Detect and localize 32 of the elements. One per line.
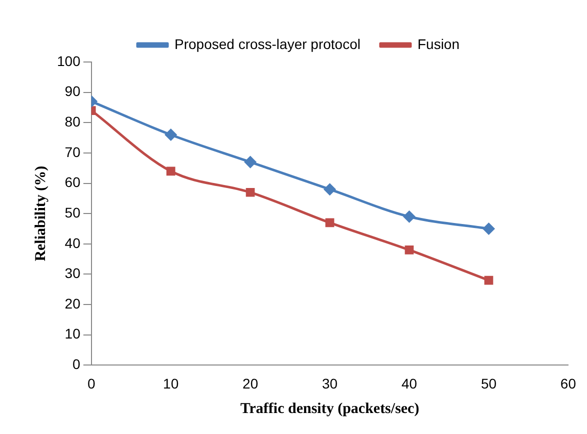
legend-label: Proposed cross-layer protocol [174,36,360,52]
point [325,218,334,228]
x-tick-label: 10 [163,375,179,392]
x-tick-label: 40 [401,375,418,392]
point [484,276,494,285]
y-axis-title: Reliability (%) [32,166,49,262]
x-tick-label: 50 [480,375,497,392]
point [165,129,177,141]
x-tick-label: 30 [322,375,338,392]
y-tick-label: 30 [64,265,81,282]
point [166,166,176,176]
y-tick-label: 50 [64,204,81,220]
point [482,223,494,235]
point [244,156,256,168]
point [404,210,416,222]
y-tick-label: 70 [64,144,81,160]
y-tick-label: 90 [64,83,81,100]
y-tick-label: 60 [64,174,81,190]
legend-label: Fusion [417,36,460,52]
y-tick-label: 80 [64,114,81,130]
point [246,188,255,197]
point [404,246,414,254]
x-tick-label: 20 [242,375,258,392]
x-axis-title: Traffic density (packets/sec) [240,400,420,417]
y-tick-label: 20 [64,295,81,312]
point [324,184,336,196]
y-tick-label: 10 [64,326,81,342]
x-tick-label: 0 [87,375,96,392]
y-tick-label: 0 [72,356,81,372]
y-tick-label: 40 [64,234,81,251]
x-tick-label: 60 [560,375,576,392]
y-tick-label: 100 [57,52,81,69]
